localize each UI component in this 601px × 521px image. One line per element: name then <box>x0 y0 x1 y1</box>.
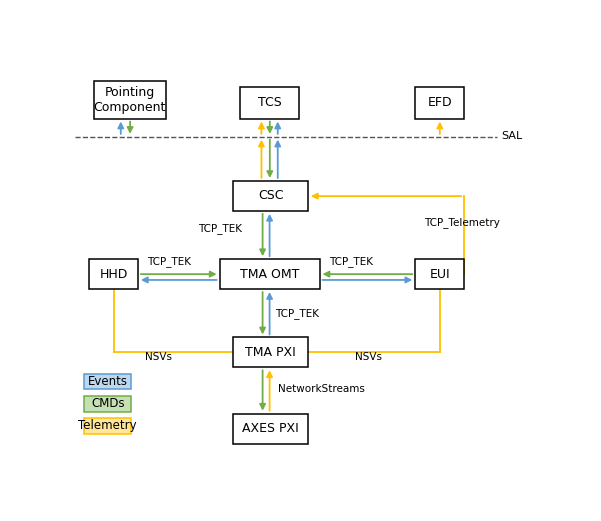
Text: TMA OMT: TMA OMT <box>240 268 299 281</box>
FancyBboxPatch shape <box>415 86 464 119</box>
Text: Events: Events <box>88 375 128 388</box>
FancyBboxPatch shape <box>415 259 464 289</box>
Text: AXES PXI: AXES PXI <box>242 422 299 435</box>
Text: CSC: CSC <box>258 190 284 203</box>
Text: TCP_TEK: TCP_TEK <box>198 224 243 234</box>
FancyBboxPatch shape <box>94 81 166 119</box>
Text: NSVs: NSVs <box>145 352 172 363</box>
FancyBboxPatch shape <box>233 181 308 211</box>
Text: TCP_TEK: TCP_TEK <box>329 256 373 267</box>
Text: TCS: TCS <box>258 96 281 109</box>
Text: Telemetry: Telemetry <box>78 419 137 432</box>
Text: NSVs: NSVs <box>355 352 382 363</box>
Text: CMDs: CMDs <box>91 398 124 411</box>
Text: Pointing
Component: Pointing Component <box>94 85 166 114</box>
Text: NetworkStreams: NetworkStreams <box>278 384 365 394</box>
Text: TCP_TEK: TCP_TEK <box>275 308 319 319</box>
FancyBboxPatch shape <box>233 337 308 367</box>
FancyBboxPatch shape <box>219 259 320 289</box>
Text: HHD: HHD <box>99 268 128 281</box>
FancyBboxPatch shape <box>84 396 131 412</box>
FancyBboxPatch shape <box>84 374 131 390</box>
FancyBboxPatch shape <box>240 86 299 119</box>
Text: TCP_Telemetry: TCP_Telemetry <box>424 218 500 228</box>
FancyBboxPatch shape <box>233 414 308 444</box>
Text: TCP_TEK: TCP_TEK <box>147 256 191 267</box>
FancyBboxPatch shape <box>89 259 138 289</box>
Text: EFD: EFD <box>427 96 452 109</box>
Text: SAL: SAL <box>501 131 522 141</box>
FancyBboxPatch shape <box>84 418 131 433</box>
Text: TMA PXI: TMA PXI <box>245 346 296 359</box>
Text: EUI: EUI <box>429 268 450 281</box>
